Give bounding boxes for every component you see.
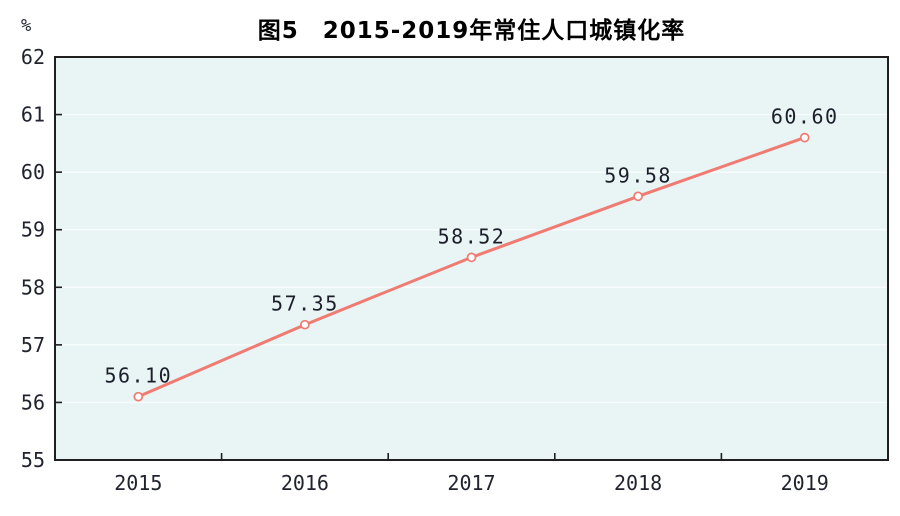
x-tick-label: 2017 — [447, 471, 495, 495]
y-tick-label: 60 — [21, 160, 45, 184]
data-point-marker — [300, 319, 310, 330]
data-point-marker — [133, 391, 144, 402]
y-tick-label: 61 — [21, 103, 45, 127]
y-tick-label: 55 — [21, 448, 45, 472]
plot-border — [54, 56, 889, 461]
data-point-marker — [633, 191, 643, 202]
chart-title: 图5 2015-2019年常住人口城镇化率 — [257, 18, 686, 44]
y-tick-label: 57 — [21, 333, 45, 357]
y-tick-label: 59 — [21, 218, 45, 242]
data-point-label: 60.60 — [771, 105, 839, 129]
x-tick-label: 2015 — [114, 471, 162, 495]
data-point-label: 56.10 — [104, 364, 172, 388]
data-point-label: 57.35 — [271, 292, 339, 316]
y-tick-label: 62 — [21, 45, 45, 69]
y-tick-label: 56 — [21, 390, 45, 414]
x-tick-label: 2018 — [614, 471, 662, 495]
data-point-label: 58.52 — [438, 224, 506, 248]
x-tick-label: 2016 — [281, 471, 329, 495]
y-tick-label: 58 — [21, 275, 45, 299]
data-point-marker — [466, 252, 477, 263]
x-tick-label: 2019 — [781, 471, 829, 495]
data-point-marker — [799, 132, 810, 143]
y-axis-unit-label: % — [21, 16, 32, 36]
data-point-label: 59.58 — [604, 163, 672, 187]
